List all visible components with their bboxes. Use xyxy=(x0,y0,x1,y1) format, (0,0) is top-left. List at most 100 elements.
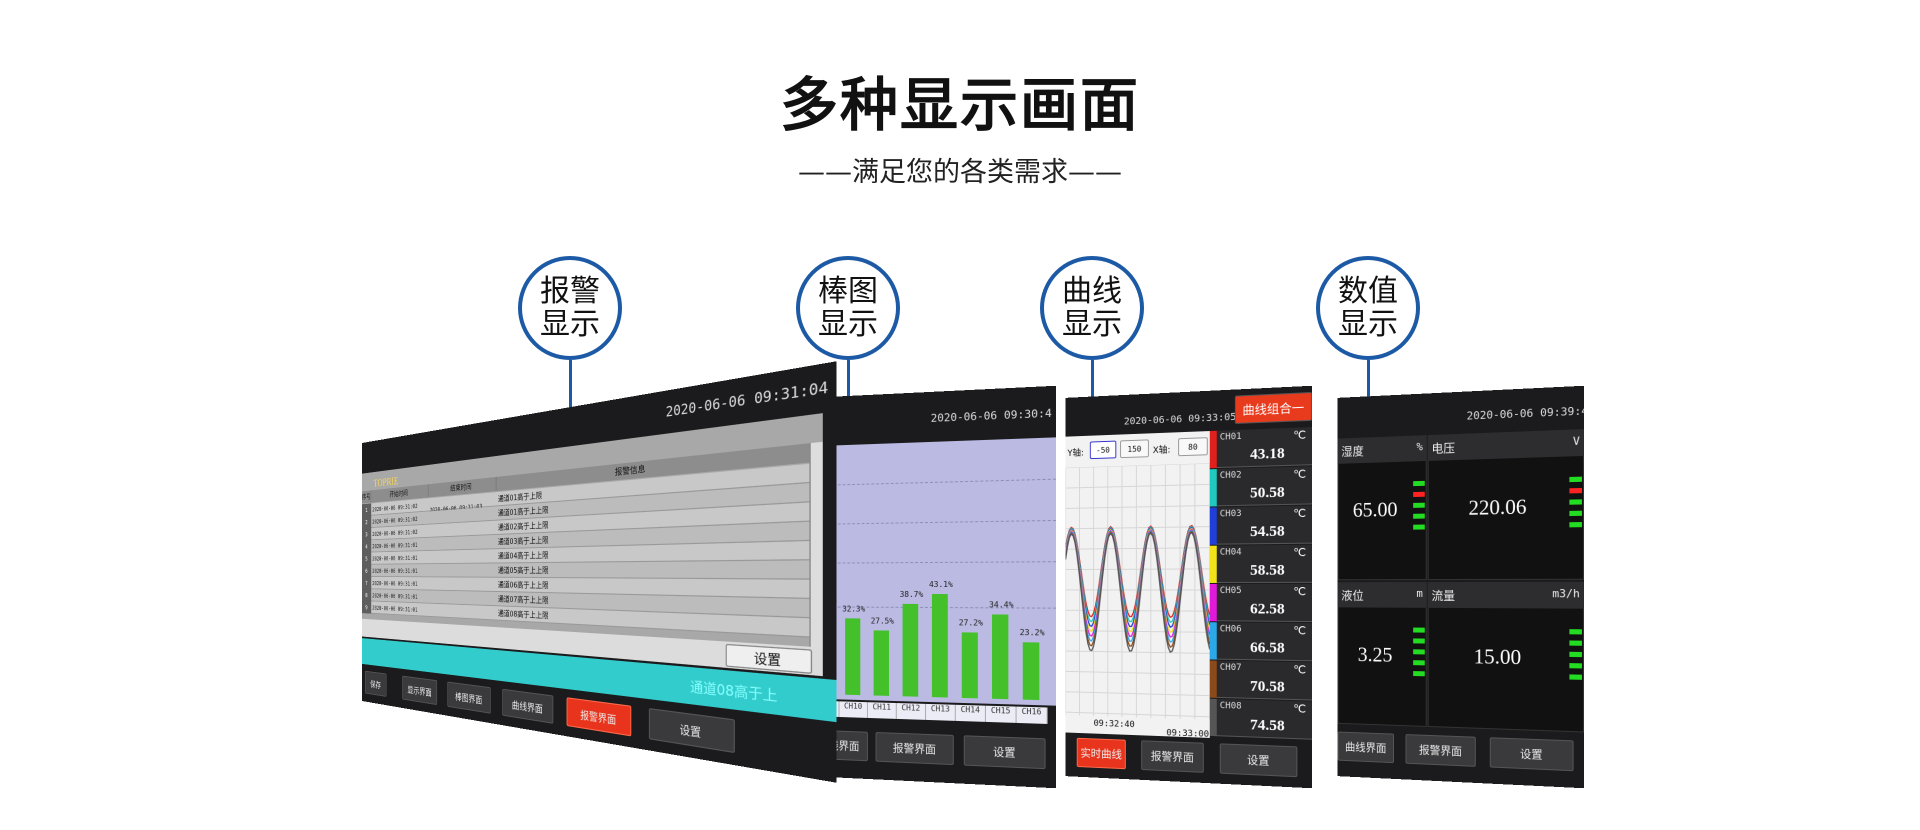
screen-button[interactable]: 曲线界面 xyxy=(502,688,554,724)
row-number: 7 xyxy=(361,576,372,590)
screen-button[interactable]: 报警界面 xyxy=(566,697,632,737)
screen-button[interactable]: 报警界面 xyxy=(875,732,954,766)
channel-unit: ℃ xyxy=(1293,663,1307,677)
screen-button[interactable]: 设置 xyxy=(963,735,1046,770)
channel-name: CH03 xyxy=(1219,508,1242,520)
row-number: 5 xyxy=(361,552,372,565)
bar-label: 23.2% xyxy=(1019,628,1045,638)
grid-line xyxy=(1066,569,1210,570)
bar-label: 38.7% xyxy=(899,590,924,600)
led xyxy=(1569,674,1582,680)
bar xyxy=(931,593,948,698)
x-axis-label: X轴: xyxy=(1152,445,1171,457)
grid-line xyxy=(1066,548,1210,549)
led xyxy=(1569,651,1582,658)
channel-unit: ℃ xyxy=(1293,506,1307,521)
led xyxy=(1569,476,1582,483)
badge-text: 报警 xyxy=(540,274,600,309)
row-start: 2020-06-06 09:31:01 xyxy=(372,567,418,575)
channel-unit: ℃ xyxy=(1293,428,1307,443)
screen-button[interactable]: 设置 xyxy=(1489,737,1574,772)
row-number: 4 xyxy=(361,540,372,553)
badge-text: 显示 xyxy=(1062,307,1122,342)
channel-name: CH06 xyxy=(1219,624,1242,635)
led xyxy=(1569,522,1582,528)
led xyxy=(1569,487,1582,494)
row-number: 3 xyxy=(361,527,372,541)
led xyxy=(1413,671,1425,677)
category: CH15 xyxy=(985,705,1017,723)
curve-plot xyxy=(1066,463,1210,720)
bar-label: 32.3% xyxy=(842,605,866,615)
row-number: 9 xyxy=(361,601,372,614)
led xyxy=(1413,649,1425,655)
channel-value: 43.18 xyxy=(1250,445,1285,464)
bar-label: 27.5% xyxy=(870,616,894,626)
channel-strip xyxy=(1209,622,1217,660)
screen-button[interactable]: 设置 xyxy=(1219,743,1298,778)
tile-unit: m3/h xyxy=(1552,587,1580,601)
category: CH13 xyxy=(926,703,956,721)
badge-text: 曲线 xyxy=(1062,274,1122,309)
table-header: 序号 xyxy=(361,490,372,504)
badge-text: 数值 xyxy=(1338,274,1398,309)
badge-text: 显示 xyxy=(1338,307,1398,342)
channel-name: CH05 xyxy=(1219,585,1242,597)
channel-name: CH01 xyxy=(1219,431,1242,443)
input[interactable]: -50 xyxy=(1089,440,1117,460)
time-end: 09:33:00 xyxy=(1166,728,1210,740)
channel-unit: ℃ xyxy=(1293,545,1307,560)
screen: 2020-06-06 09:30:436.4%CH0932.3%CH1027.5… xyxy=(809,385,1057,789)
input[interactable]: 80 xyxy=(1178,437,1208,457)
y-axis-label: Y轴: xyxy=(1067,448,1084,459)
timestamp: 2020-06-06 09:39:4 xyxy=(1466,404,1585,423)
title: 多种显示画面 xyxy=(779,71,1140,139)
tile-value: 3.25 xyxy=(1357,642,1393,667)
screen: 2020-06-06 09:39:4 湿度% 65.00 电压 V 220.06 液位 m 3.… xyxy=(1337,385,1585,789)
bar-label: 27.2% xyxy=(958,617,983,628)
badge-stem xyxy=(1091,360,1094,402)
tile-value: 15.00 xyxy=(1473,644,1522,670)
channel-strip xyxy=(1209,430,1217,469)
badge-stem xyxy=(847,360,850,400)
bar xyxy=(873,630,890,696)
tile-label: 液位 xyxy=(1341,588,1364,603)
screen-button[interactable]: 实时曲线 xyxy=(1076,737,1126,770)
action-button[interactable]: 设置 xyxy=(725,643,813,674)
tab[interactable]: 曲线组合一 xyxy=(1234,391,1313,424)
channel-strip xyxy=(1209,583,1217,622)
row-start: 2020-06-06 09:31:01 xyxy=(372,554,418,562)
category: CH14 xyxy=(955,704,986,722)
tile-unit: % xyxy=(1416,440,1423,454)
channel-unit: ℃ xyxy=(1293,467,1307,482)
screen-button[interactable]: 曲线界面 xyxy=(1337,731,1395,764)
screen-button[interactable]: 设置 xyxy=(648,708,735,754)
badge-stem xyxy=(1367,360,1370,402)
scrollbar xyxy=(809,441,823,648)
badge-text: 棒图 xyxy=(818,274,878,309)
screen-button[interactable]: 保存 xyxy=(364,670,387,697)
channel-value: 74.58 xyxy=(1250,717,1285,735)
badge-text: 显示 xyxy=(818,307,878,342)
channel-unit: ℃ xyxy=(1293,584,1307,599)
timestamp: 2020-06-06 09:31:04 xyxy=(665,378,829,421)
channel-value: 58.58 xyxy=(1250,562,1285,579)
screen-button[interactable]: 报警界面 xyxy=(1405,734,1476,767)
badge: 数值 显示 xyxy=(1316,256,1420,360)
input[interactable]: 150 xyxy=(1120,439,1149,459)
grid-line xyxy=(1066,527,1210,529)
screen-button[interactable]: 报警界面 xyxy=(1141,740,1204,773)
timestamp: 2020-06-06 09:33:05 xyxy=(1123,411,1237,428)
tile-unit: m xyxy=(1416,587,1423,600)
screen: 2020-06-06 09:33:05 曲线组合一 Y轴: -50 150 X轴: 80 09… xyxy=(1065,385,1313,789)
tile-label: 湿度 xyxy=(1341,444,1364,459)
screen-button[interactable]: 显示界面 xyxy=(402,675,438,706)
channel-value: 50.58 xyxy=(1250,484,1285,502)
screen-button[interactable]: 棒图界面 xyxy=(447,681,491,714)
channel-strip xyxy=(1209,545,1217,583)
row-number: 6 xyxy=(361,564,372,577)
badge: 棒图 显示 xyxy=(796,256,900,360)
channel-strip xyxy=(1209,698,1217,737)
led xyxy=(1569,663,1582,669)
